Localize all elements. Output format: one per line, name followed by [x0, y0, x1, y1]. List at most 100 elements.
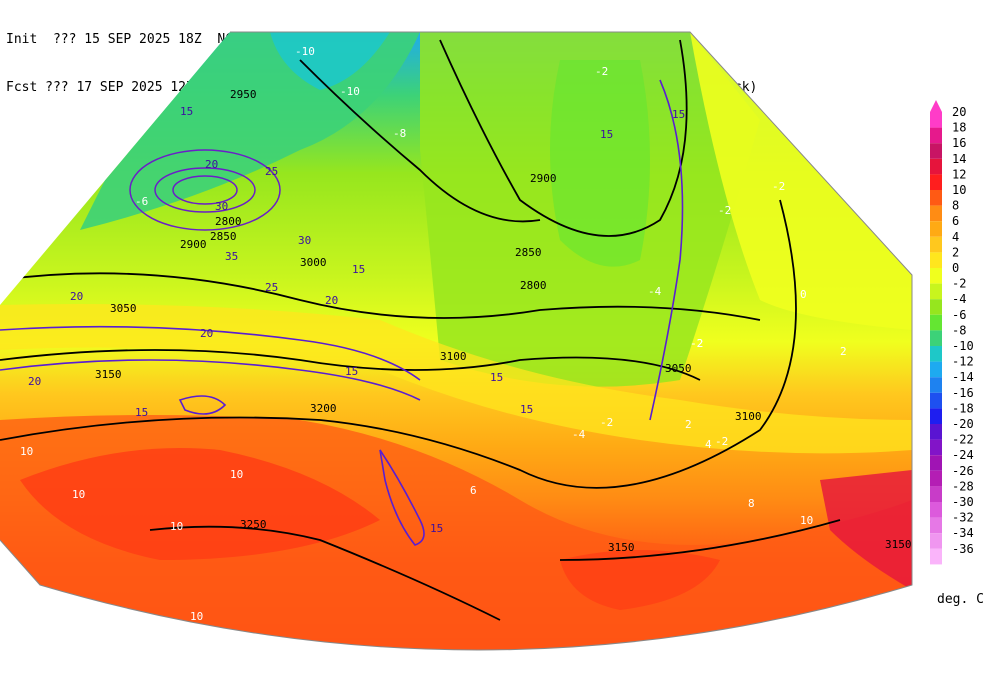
height-contour-label: 2950	[230, 88, 257, 101]
wind-speed-label: 20	[70, 290, 83, 303]
wind-speed-contours	[0, 79, 684, 546]
temperature-contour-label: -2	[718, 204, 731, 217]
height-contour-label: 3150	[608, 541, 635, 554]
wind-speed-label: 20	[28, 375, 41, 388]
legend-label: 18	[952, 121, 966, 135]
height-contour-label: 2800	[215, 215, 242, 228]
temperature-contour-label: -2	[690, 337, 703, 350]
legend-label: -26	[952, 464, 974, 478]
legend-swatch	[930, 205, 942, 222]
legend-swatch	[930, 361, 942, 378]
wind-speed-label: 15	[345, 365, 358, 378]
height-contour-label: 2900	[180, 238, 207, 251]
legend-swatch	[930, 143, 942, 159]
legend-swatch	[930, 252, 942, 268]
legend-label: 12	[952, 167, 966, 181]
wind-speed-label: 15	[430, 522, 443, 535]
legend-swatch	[930, 392, 942, 409]
legend-label: 4	[952, 230, 959, 244]
legend-label: -22	[952, 433, 974, 447]
legend-scale: 20181614121086420-2-4-6-8-10-12-14-16-18…	[930, 100, 974, 565]
weather-map: 2950290028502800285028002900300030503100…	[0, 31, 913, 651]
legend-label: 10	[952, 183, 966, 197]
temperature-contour-label: 10	[230, 468, 243, 481]
legend-swatch	[930, 424, 942, 440]
temperature-contour-label: 10	[20, 445, 33, 458]
height-contour-label: 3100	[735, 410, 762, 423]
wind-speed-label: 15	[600, 128, 613, 141]
legend-label: -20	[952, 417, 974, 431]
legend-label: -14	[952, 370, 974, 384]
legend-label: 14	[952, 152, 966, 166]
height-contour-label: 3200	[310, 402, 337, 415]
legend-label: -4	[952, 292, 966, 306]
temperature-contour-label: -2	[690, 337, 703, 350]
height-contour-label: 3150	[885, 538, 912, 551]
legend-label: -16	[952, 386, 974, 400]
temperature-contour-label: -2	[715, 435, 728, 448]
height-contour-label: 2900	[530, 172, 557, 185]
height-contour-label: 2850	[210, 230, 237, 243]
legend-label: -32	[952, 511, 974, 525]
wind-speed-label: 15	[135, 406, 148, 419]
color-legend: 20 18 16 14 12 10 8 6 4 2 0 -2 -4 -6 -8 -10 -12 -14 -16 -18…	[928, 100, 1000, 580]
wind-speed-label: 25	[265, 281, 278, 294]
temperature-contour-label: -10	[340, 85, 360, 98]
legend-label: -10	[952, 339, 974, 353]
legend-swatch	[930, 283, 942, 300]
legend-swatch	[930, 314, 942, 331]
legend-arrow	[930, 100, 942, 112]
temperature-contour-label: -6	[135, 195, 148, 208]
legend-swatch	[930, 190, 942, 206]
legend-label: -6	[952, 308, 966, 322]
wind-speed-label: 35	[225, 250, 238, 263]
legend-label: -36	[952, 542, 974, 556]
temperature-contour-label: 4	[705, 438, 712, 451]
legend-swatch	[930, 377, 942, 393]
wind-speed-label: 15	[352, 263, 365, 276]
temperature-contour-label: 10	[800, 514, 813, 527]
height-contour-label: 3050	[110, 302, 137, 315]
temperature-contour-label: 10	[170, 520, 183, 533]
geopotential-contours	[0, 39, 841, 621]
legend-label: 6	[952, 214, 959, 228]
legend-label: 2	[952, 245, 959, 259]
height-contour-label: 2850	[515, 246, 542, 259]
temperature-contour-label: 0	[800, 288, 807, 301]
legend-swatch	[930, 455, 942, 471]
height-contour-label: 3250	[240, 518, 267, 531]
legend-swatch	[930, 174, 942, 190]
legend-swatch	[930, 112, 942, 128]
legend-label: -24	[952, 448, 974, 462]
temperature-contour-label: 10	[72, 488, 85, 501]
temperature-contour-label: 2	[840, 345, 847, 358]
wind-speed-label: 30	[298, 234, 311, 247]
legend-swatch	[930, 533, 942, 549]
temperature-contour-label: -8	[393, 127, 406, 140]
legend-label: 0	[952, 261, 959, 275]
legend-swatch	[930, 299, 942, 315]
legend-swatch	[930, 486, 942, 502]
temperature-contour-label: 2	[685, 418, 692, 431]
legend-label: -12	[952, 355, 974, 369]
legend-swatch	[930, 470, 942, 487]
temperature-contour-label: 6	[470, 484, 477, 497]
temperature-contour-label: -2	[595, 65, 608, 78]
height-contour-label: 3100	[440, 350, 467, 363]
temperature-contour-label: 10	[190, 610, 203, 623]
legend-label: -34	[952, 526, 974, 540]
legend-swatch	[930, 439, 942, 456]
legend-label: -8	[952, 323, 966, 337]
wind-speed-label: 20	[325, 294, 338, 307]
legend-swatch	[930, 127, 942, 144]
temperature-contour-label: -2	[600, 416, 613, 429]
legend-swatch	[930, 221, 942, 237]
legend-swatch	[930, 330, 942, 346]
legend-units: deg. C	[937, 592, 984, 607]
legend-swatch	[930, 517, 942, 534]
wind-speed-label: 15	[180, 105, 193, 118]
height-contour-label: 2800	[520, 279, 547, 292]
legend-label: -18	[952, 401, 974, 415]
wind-speed-label: 30	[215, 200, 228, 213]
height-contour-label: 3150	[95, 368, 122, 381]
